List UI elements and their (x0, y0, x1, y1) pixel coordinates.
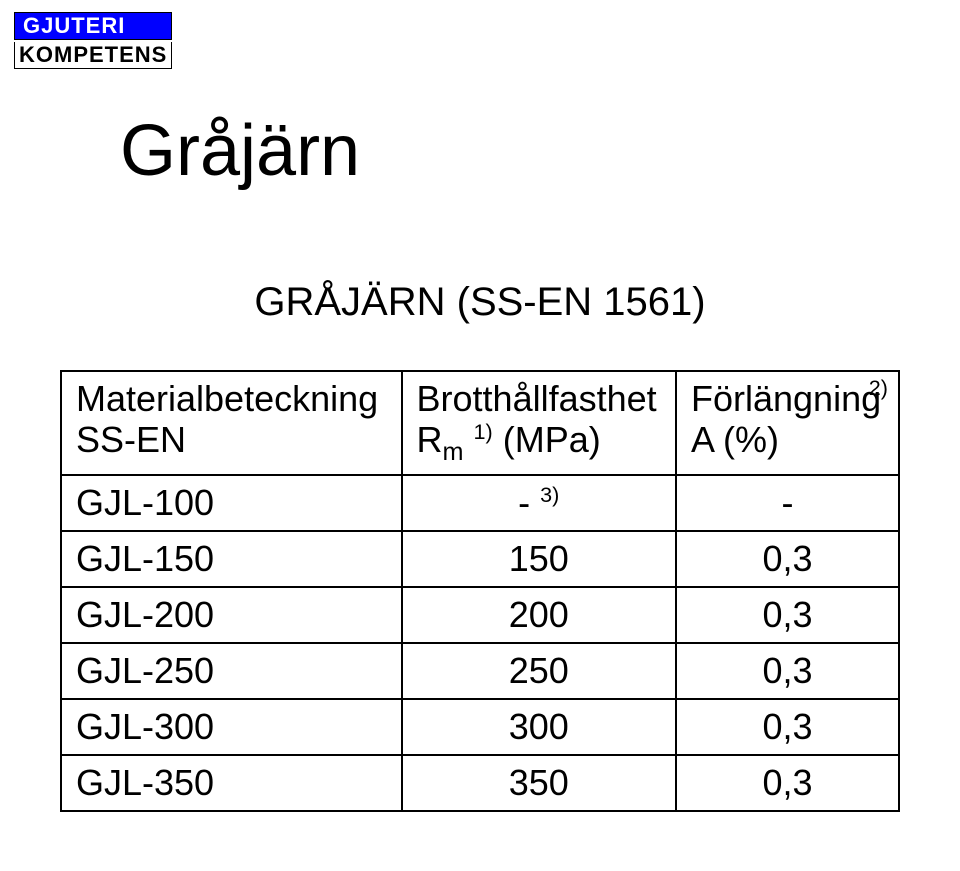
col-header-elong: Förlängning 2) A (%) (676, 371, 899, 475)
page-title: Gråjärn (120, 110, 360, 192)
col-header-rm: Brotthållfasthet Rm 1) (MPa) (402, 371, 676, 475)
col-header-rm-sub: m (443, 439, 464, 467)
cell-rm: 350 (402, 755, 676, 811)
cell-material: GJL-100 (61, 475, 402, 531)
cell-material: GJL-250 (61, 643, 402, 699)
col-header-rm-line1: Brotthållfasthet (417, 378, 657, 419)
table-caption: GRÅJÄRN (SS-EN 1561) (0, 280, 960, 325)
cell-elong: 0,3 (676, 531, 899, 587)
table-row: GJL-3003000,3 (61, 699, 899, 755)
cell-rm: 200 (402, 587, 676, 643)
brand-logo: GJUTERI KOMPETENS (14, 12, 172, 69)
cell-rm: 250 (402, 643, 676, 699)
cell-material: GJL-300 (61, 699, 402, 755)
table-row: GJL-2502500,3 (61, 643, 899, 699)
cell-elong: 0,3 (676, 755, 899, 811)
logo-bottom: KOMPETENS (14, 42, 172, 69)
table-header-row: Materialbeteckning SS-EN Brotthållfasthe… (61, 371, 899, 475)
cell-material: GJL-150 (61, 531, 402, 587)
logo-top: GJUTERI (14, 12, 172, 40)
footnote-3: 3) (540, 482, 559, 507)
cell-elong: 0,3 (676, 587, 899, 643)
cell-rm: 150 (402, 531, 676, 587)
cell-elong: 0,3 (676, 699, 899, 755)
table-row: GJL-2002000,3 (61, 587, 899, 643)
table-row: GJL-1501500,3 (61, 531, 899, 587)
col-header-elong-line2: A (%) (691, 419, 779, 460)
col-header-material-line1: Materialbeteckning (76, 378, 378, 419)
cell-rm: - 3) (402, 475, 676, 531)
col-header-elong-line1: Förlängning (691, 378, 881, 419)
table-row: GJL-3503500,3 (61, 755, 899, 811)
material-table: Materialbeteckning SS-EN Brotthållfasthe… (60, 370, 900, 812)
col-header-material-line2: SS-EN (76, 419, 186, 460)
col-header-rm-prefix: R (417, 419, 443, 460)
cell-material: GJL-350 (61, 755, 402, 811)
col-header-rm-suffix: (MPa) (493, 419, 601, 460)
cell-elong: - (676, 475, 899, 531)
cell-rm: 300 (402, 699, 676, 755)
table-row: GJL-100- 3)- (61, 475, 899, 531)
cell-elong: 0,3 (676, 643, 899, 699)
col-header-elong-sup: 2) (869, 376, 888, 401)
cell-material: GJL-200 (61, 587, 402, 643)
col-header-material: Materialbeteckning SS-EN (61, 371, 402, 475)
col-header-rm-sup: 1) (474, 419, 493, 444)
